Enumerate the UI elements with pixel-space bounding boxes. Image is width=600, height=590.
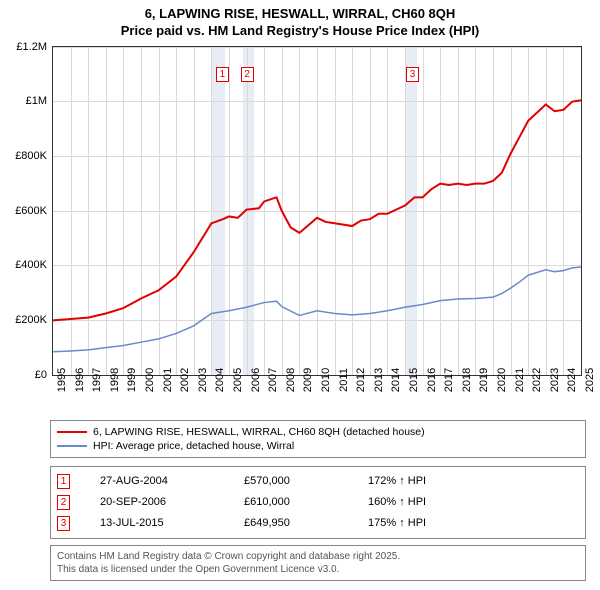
x-tick-label: 2014 (390, 368, 402, 392)
y-tick-label: £600K (15, 205, 47, 217)
sale-marker-3: 3 (406, 67, 419, 82)
sale-marker-2: 2 (241, 67, 254, 82)
sale-hpi: 172% ↑ HPI (368, 475, 579, 487)
title-block: 6, LAPWING RISE, HESWALL, WIRRAL, CH60 8… (0, 0, 600, 42)
y-tick-label: £1.2M (16, 41, 47, 53)
sale-price: £649,950 (244, 517, 344, 529)
x-tick-label: 2012 (355, 368, 367, 392)
license-box: Contains HM Land Registry data © Crown c… (50, 545, 586, 581)
x-tick-label: 2000 (144, 368, 156, 392)
x-tick-label: 2009 (302, 368, 314, 392)
x-tick-label: 2015 (408, 368, 420, 392)
x-tick-label: 1999 (126, 368, 138, 392)
legend-label-property: 6, LAPWING RISE, HESWALL, WIRRAL, CH60 8… (93, 426, 425, 438)
sale-price: £610,000 (244, 496, 344, 508)
license-line2: This data is licensed under the Open Gov… (57, 563, 579, 576)
chart-title-subtitle: Price paid vs. HM Land Registry's House … (0, 23, 600, 40)
chart-plot-area: £0£200K£400K£600K£800K£1M£1.2M123 (52, 46, 582, 376)
legend-label-hpi: HPI: Average price, detached house, Wirr… (93, 440, 294, 452)
x-tick-label: 1995 (56, 368, 68, 392)
sale-row: 2 20-SEP-2006 £610,000 160% ↑ HPI (57, 492, 579, 513)
sale-marker-1: 1 (57, 474, 70, 489)
x-tick-label: 2008 (285, 368, 297, 392)
sale-date: 27-AUG-2004 (100, 475, 220, 487)
x-tick-label: 2020 (496, 368, 508, 392)
x-tick-label: 1996 (74, 368, 86, 392)
x-tick-label: 2024 (566, 368, 578, 392)
sale-footnotes-box: 1 27-AUG-2004 £570,000 172% ↑ HPI 2 20-S… (50, 466, 586, 539)
y-tick-label: £800K (15, 150, 47, 162)
page-container: 6, LAPWING RISE, HESWALL, WIRRAL, CH60 8… (0, 0, 600, 590)
x-tick-label: 2013 (373, 368, 385, 392)
x-tick-label: 2018 (461, 368, 473, 392)
x-tick-label: 2010 (320, 368, 332, 392)
x-tick-label: 2004 (214, 368, 226, 392)
x-tick-label: 2011 (338, 368, 350, 392)
x-tick-label: 2003 (197, 368, 209, 392)
sale-price: £570,000 (244, 475, 344, 487)
sale-hpi: 160% ↑ HPI (368, 496, 579, 508)
x-tick-label: 2016 (426, 368, 438, 392)
x-tick-label: 2005 (232, 368, 244, 392)
x-tick-label: 2002 (179, 368, 191, 392)
license-line1: Contains HM Land Registry data © Crown c… (57, 550, 579, 563)
legend-row-hpi: HPI: Average price, detached house, Wirr… (57, 439, 579, 453)
y-tick-label: £400K (15, 259, 47, 271)
y-tick-label: £1M (26, 95, 47, 107)
legend-row-property: 6, LAPWING RISE, HESWALL, WIRRAL, CH60 8… (57, 425, 579, 439)
x-axis-ticks: 1995199619971998199920002001200220032004… (52, 376, 582, 416)
legend-swatch-property (57, 431, 87, 434)
series-line (53, 267, 581, 352)
y-tick-label: £200K (15, 314, 47, 326)
legend-swatch-hpi (57, 445, 87, 447)
x-tick-label: 2023 (549, 368, 561, 392)
sale-marker-2: 2 (57, 495, 70, 510)
sale-row: 1 27-AUG-2004 £570,000 172% ↑ HPI (57, 471, 579, 492)
x-tick-label: 1998 (109, 368, 121, 392)
sale-date: 13-JUL-2015 (100, 517, 220, 529)
chart-title-address: 6, LAPWING RISE, HESWALL, WIRRAL, CH60 8… (0, 6, 600, 23)
series-line (53, 100, 581, 320)
x-tick-label: 2007 (267, 368, 279, 392)
legend-box: 6, LAPWING RISE, HESWALL, WIRRAL, CH60 8… (50, 420, 586, 458)
sale-marker-1: 1 (216, 67, 229, 82)
y-tick-label: £0 (35, 369, 47, 381)
x-tick-label: 2001 (162, 368, 174, 392)
sale-marker-3: 3 (57, 516, 70, 531)
sale-row: 3 13-JUL-2015 £649,950 175% ↑ HPI (57, 513, 579, 534)
x-tick-label: 2021 (514, 368, 526, 392)
x-tick-label: 1997 (91, 368, 103, 392)
chart-lines (53, 47, 581, 375)
sale-date: 20-SEP-2006 (100, 496, 220, 508)
x-tick-label: 2019 (478, 368, 490, 392)
x-tick-label: 2022 (531, 368, 543, 392)
x-tick-label: 2025 (584, 368, 596, 392)
x-tick-label: 2017 (443, 368, 455, 392)
sale-hpi: 175% ↑ HPI (368, 517, 579, 529)
x-tick-label: 2006 (250, 368, 262, 392)
